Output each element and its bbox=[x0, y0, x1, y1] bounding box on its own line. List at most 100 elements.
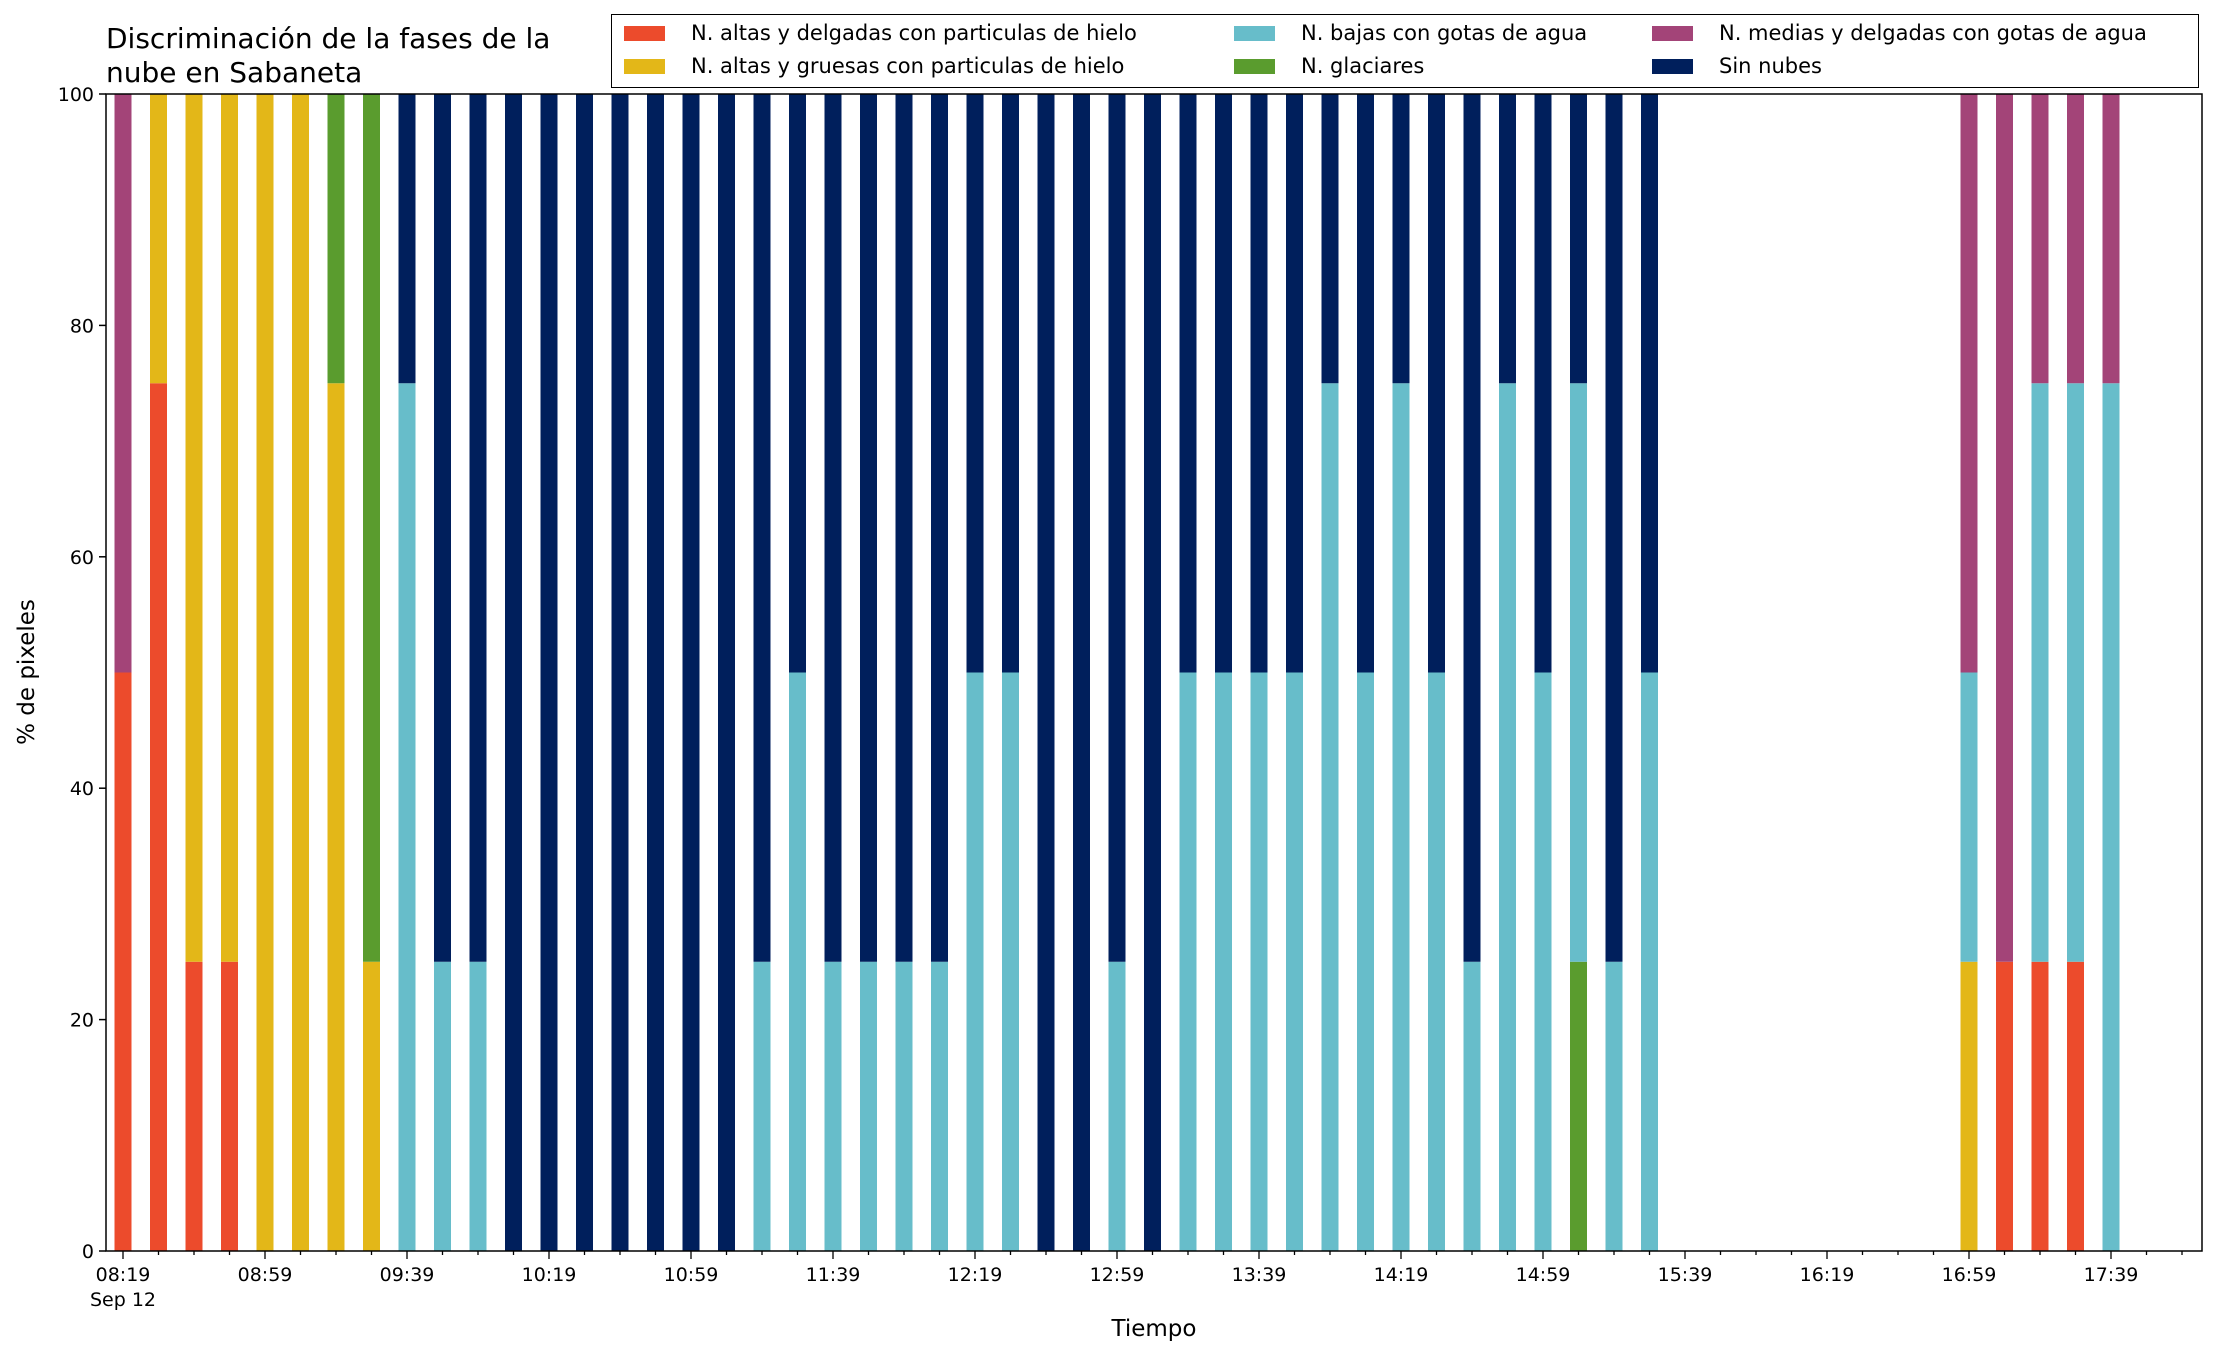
bar-segment bbox=[2067, 94, 2084, 384]
bar-segment bbox=[753, 961, 771, 1251]
bar-segment bbox=[363, 961, 380, 1251]
plot-frame bbox=[105, 93, 2203, 1252]
bar-segment bbox=[824, 94, 842, 962]
bar-segment bbox=[2102, 94, 2120, 384]
bar-segment bbox=[1286, 672, 1303, 1251]
bar-segment bbox=[1570, 961, 1587, 1251]
bar-segment bbox=[1357, 94, 1374, 673]
bar-segment bbox=[221, 961, 238, 1251]
bar-segment bbox=[1570, 383, 1587, 962]
bar-segment bbox=[1108, 961, 1126, 1251]
bar-segment bbox=[221, 94, 238, 962]
legend-item-sin-nubes: Sin nubes bbox=[1652, 54, 1822, 78]
x-tick-label: 16:59 bbox=[1942, 1264, 1997, 1286]
bar-segment bbox=[2031, 383, 2049, 962]
chart-title: Discriminación de la fases de la nube en… bbox=[106, 22, 550, 90]
legend-item-glaciares: N. glaciares bbox=[1234, 54, 1424, 78]
bar-segment bbox=[718, 94, 735, 1251]
bar-segment bbox=[1321, 383, 1339, 1251]
bar-segment bbox=[931, 94, 948, 962]
bar-segment bbox=[1996, 961, 2013, 1251]
chart-title-line-2: nube en Sabaneta bbox=[106, 56, 363, 89]
bar-segment bbox=[1179, 94, 1197, 673]
x-tick-label: 14:59 bbox=[1516, 1264, 1571, 1286]
bar-segment bbox=[966, 672, 984, 1251]
bar-segment bbox=[1605, 94, 1623, 962]
bar-segment bbox=[860, 94, 877, 962]
legend-label: N. altas y delgadas con particulas de hi… bbox=[691, 21, 1137, 45]
bar-segment bbox=[1960, 672, 1978, 962]
bar-segment bbox=[966, 94, 984, 673]
bar-segment bbox=[576, 94, 593, 1251]
bar-segment bbox=[327, 94, 345, 384]
bar-segment bbox=[1286, 94, 1303, 673]
y-tick-label: 60 bbox=[70, 547, 94, 569]
y-tick-label: 80 bbox=[70, 315, 94, 337]
y-tick-label: 0 bbox=[82, 1241, 94, 1263]
bar-segment bbox=[2102, 383, 2120, 1251]
bar-segment bbox=[1570, 94, 1587, 384]
bar-segment bbox=[363, 94, 380, 962]
bar-segment bbox=[1428, 94, 1445, 673]
bar-segment bbox=[1321, 94, 1339, 384]
legend-label: N. glaciares bbox=[1301, 54, 1425, 78]
legend-swatch bbox=[1652, 58, 1693, 74]
bar-segment bbox=[540, 94, 558, 1251]
bar-segment bbox=[1179, 672, 1197, 1251]
bar-segment bbox=[1534, 94, 1552, 673]
bar-segment bbox=[753, 94, 771, 962]
bar-segment bbox=[1250, 94, 1268, 673]
y-tick-label: 100 bbox=[58, 84, 94, 106]
legend-swatch bbox=[1652, 25, 1693, 41]
bar-segment bbox=[2067, 961, 2084, 1251]
x-tick-label: 10:19 bbox=[522, 1264, 577, 1286]
legend-item-altas-delgadas: N. altas y delgadas con particulas de hi… bbox=[624, 21, 1137, 45]
bar-segment bbox=[398, 383, 416, 1251]
x-tick-label: 12:19 bbox=[948, 1264, 1003, 1286]
x-tick-sublabel: Sep 12 bbox=[90, 1289, 156, 1311]
bar-segment bbox=[505, 94, 522, 1251]
legend-swatch bbox=[624, 58, 665, 74]
bar-segment bbox=[1392, 94, 1410, 384]
bar-segment bbox=[1463, 961, 1481, 1251]
bars-layer bbox=[114, 94, 2120, 1251]
bar-segment bbox=[1641, 672, 1658, 1251]
x-axis: 08:19 08:59 09:39 10:19 10:59 11:39 12:19 12:59… bbox=[90, 1251, 2183, 1311]
bar-segment bbox=[1996, 94, 2013, 962]
bar-segment bbox=[1605, 961, 1623, 1251]
bar-segment bbox=[1499, 94, 1516, 384]
x-tick-label: 14:19 bbox=[1374, 1264, 1429, 1286]
bar-segment bbox=[1073, 94, 1090, 1251]
bar-segment bbox=[647, 94, 664, 1251]
bar-segment bbox=[824, 961, 842, 1251]
bar-segment bbox=[1960, 94, 1978, 673]
bar-segment bbox=[1144, 94, 1161, 1251]
x-tick-label: 12:59 bbox=[1090, 1264, 1145, 1286]
bar-segment bbox=[789, 94, 806, 673]
y-axis: 0 20 40 60 80 100 bbox=[58, 84, 106, 1263]
bar-segment bbox=[1392, 383, 1410, 1251]
bar-segment bbox=[1960, 961, 1978, 1251]
bar-segment bbox=[256, 94, 274, 1251]
bar-segment bbox=[469, 94, 487, 962]
bar-segment bbox=[895, 961, 913, 1251]
y-axis-label: % de pixeles bbox=[14, 599, 40, 745]
bar-segment bbox=[114, 94, 132, 673]
legend-swatch bbox=[1234, 25, 1275, 41]
legend-label: N. altas y gruesas con particulas de hie… bbox=[691, 54, 1125, 78]
bar-segment bbox=[1463, 94, 1481, 962]
bar-segment bbox=[327, 383, 345, 1251]
bar-segment bbox=[931, 961, 948, 1251]
legend: N. altas y delgadas con particulas de hi… bbox=[611, 14, 2199, 88]
bar-segment bbox=[895, 94, 913, 962]
bar-segment bbox=[434, 94, 451, 962]
bar-segment bbox=[150, 383, 167, 1251]
bar-segment bbox=[150, 94, 167, 384]
bar-segment bbox=[1499, 383, 1516, 1251]
legend-label: N. bajas con gotas de agua bbox=[1301, 21, 1588, 45]
bar-segment bbox=[185, 961, 203, 1251]
x-tick-label: 10:59 bbox=[664, 1264, 719, 1286]
bar-segment bbox=[682, 94, 700, 1251]
legend-item-altas-gruesas: N. altas y gruesas con particulas de hie… bbox=[624, 54, 1124, 78]
x-tick-label: 15:39 bbox=[1658, 1264, 1713, 1286]
